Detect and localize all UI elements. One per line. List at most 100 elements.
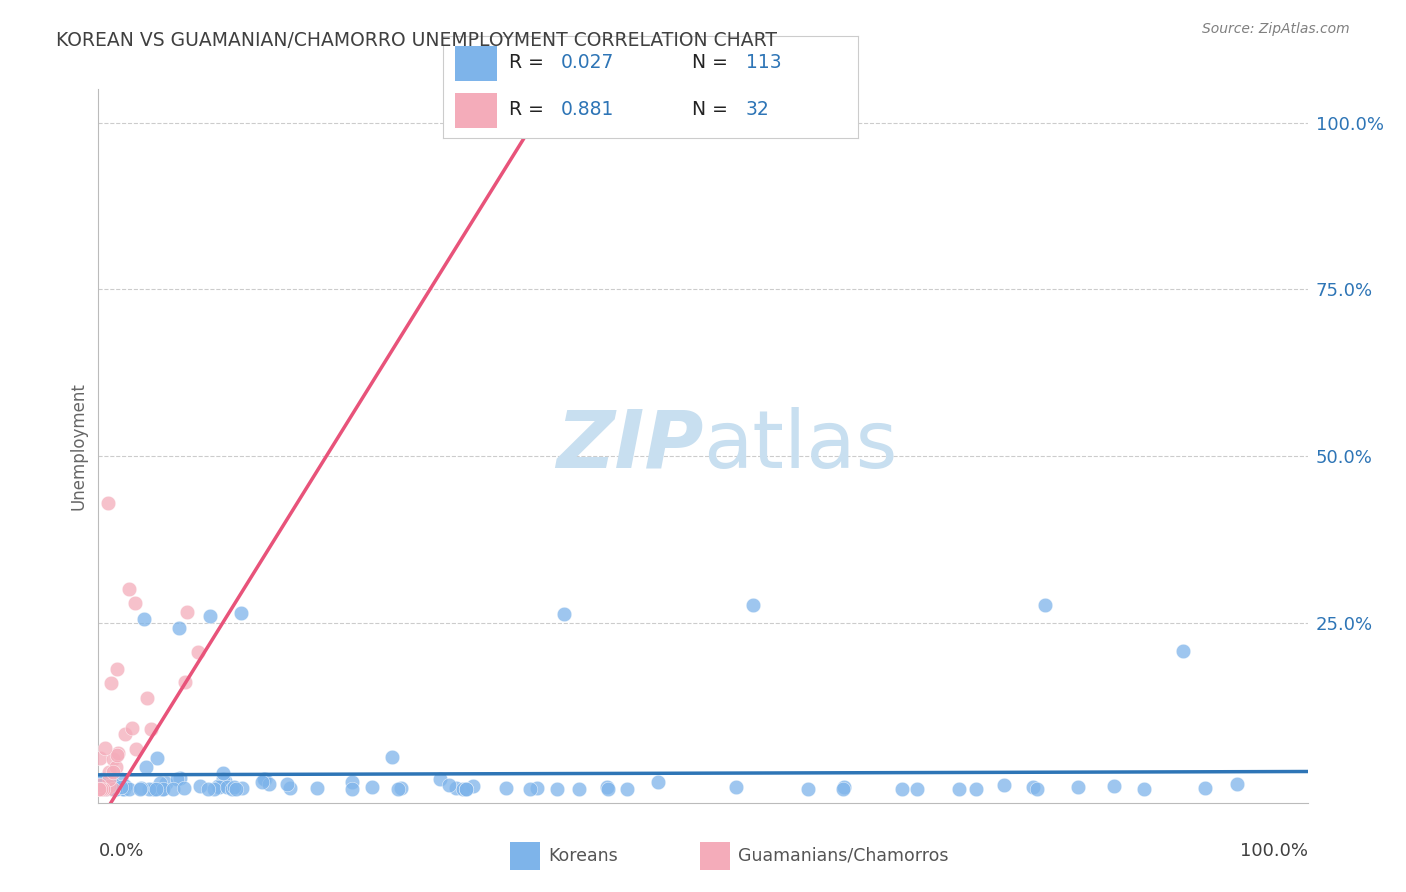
Point <box>91 772 114 787</box>
Point <box>97 496 120 510</box>
Point <box>90 782 112 797</box>
Text: KOREAN VS GUAMANIAN/CHAMORRO UNEMPLOYMENT CORRELATION CHART: KOREAN VS GUAMANIAN/CHAMORRO UNEMPLOYMEN… <box>56 31 778 50</box>
Point <box>444 780 467 795</box>
Point <box>101 752 124 766</box>
Point <box>97 775 120 789</box>
Point <box>187 645 209 659</box>
Point <box>114 727 136 741</box>
Point <box>905 782 928 797</box>
Point <box>91 781 114 796</box>
Point <box>596 780 619 794</box>
Point <box>891 782 914 797</box>
Text: 0.0%: 0.0% <box>98 842 143 860</box>
Point <box>114 779 136 793</box>
Point <box>197 782 219 797</box>
Text: Koreans: Koreans <box>548 847 619 865</box>
Point <box>143 782 166 797</box>
Point <box>832 782 855 797</box>
Text: R =: R = <box>509 100 550 119</box>
Point <box>173 780 195 795</box>
Point <box>87 780 110 794</box>
Point <box>105 662 128 676</box>
Point <box>546 781 568 796</box>
Point <box>89 782 111 797</box>
Point <box>105 748 128 763</box>
Point <box>118 782 141 797</box>
Point <box>451 782 474 797</box>
Point <box>231 781 253 796</box>
Point <box>495 780 517 795</box>
Point <box>142 782 165 797</box>
Point <box>276 777 298 791</box>
Point <box>198 608 221 623</box>
Point <box>221 782 243 797</box>
Point <box>454 782 477 797</box>
Point <box>965 782 987 797</box>
Point <box>121 721 143 735</box>
Point <box>97 779 120 793</box>
Point <box>389 780 412 795</box>
Point <box>526 781 548 796</box>
Text: 0.027: 0.027 <box>561 53 614 72</box>
Point <box>87 782 110 797</box>
Point <box>741 598 763 612</box>
Point <box>647 775 669 789</box>
Point <box>98 772 121 787</box>
Point <box>616 781 638 796</box>
Point <box>155 776 177 790</box>
Point <box>132 612 155 626</box>
Point <box>725 780 748 794</box>
Point <box>381 750 404 764</box>
Point <box>87 777 110 791</box>
Point <box>118 582 141 597</box>
Point <box>553 607 575 621</box>
Point <box>212 772 235 787</box>
Point <box>101 781 124 796</box>
Text: Source: ZipAtlas.com: Source: ZipAtlas.com <box>1202 22 1350 37</box>
Point <box>340 782 363 797</box>
Point <box>105 782 128 797</box>
Point <box>215 780 238 794</box>
Text: ZIP: ZIP <box>555 407 703 485</box>
Point <box>87 782 110 797</box>
Point <box>87 781 110 796</box>
Point <box>1067 780 1090 795</box>
Point <box>167 621 190 635</box>
Text: Guamanians/Chamorros: Guamanians/Chamorros <box>738 847 949 865</box>
Point <box>89 782 111 797</box>
Point <box>90 782 112 797</box>
Point <box>993 778 1015 792</box>
Point <box>112 782 135 797</box>
Point <box>111 780 134 794</box>
Point <box>188 779 211 793</box>
Point <box>519 781 541 796</box>
Point <box>231 606 253 620</box>
Point <box>96 780 118 794</box>
Point <box>225 782 247 797</box>
Text: 0.881: 0.881 <box>561 100 614 119</box>
Point <box>145 781 167 796</box>
Point <box>89 777 111 791</box>
Point <box>1194 781 1216 796</box>
Point <box>253 772 276 786</box>
Bar <box>700 842 730 870</box>
Point <box>429 772 451 786</box>
Text: atlas: atlas <box>703 407 897 485</box>
Point <box>139 722 162 736</box>
Point <box>89 782 111 797</box>
Point <box>166 772 188 786</box>
Point <box>1033 598 1056 612</box>
Point <box>124 596 146 610</box>
Point <box>87 781 110 796</box>
Point <box>101 782 124 797</box>
Point <box>1226 777 1249 791</box>
Point <box>107 747 129 761</box>
Bar <box>510 842 540 870</box>
Point <box>596 781 619 796</box>
Point <box>100 675 122 690</box>
Point <box>387 782 409 797</box>
Point <box>90 781 112 796</box>
Point <box>110 780 132 795</box>
Text: R =: R = <box>509 53 550 72</box>
Point <box>89 782 111 797</box>
